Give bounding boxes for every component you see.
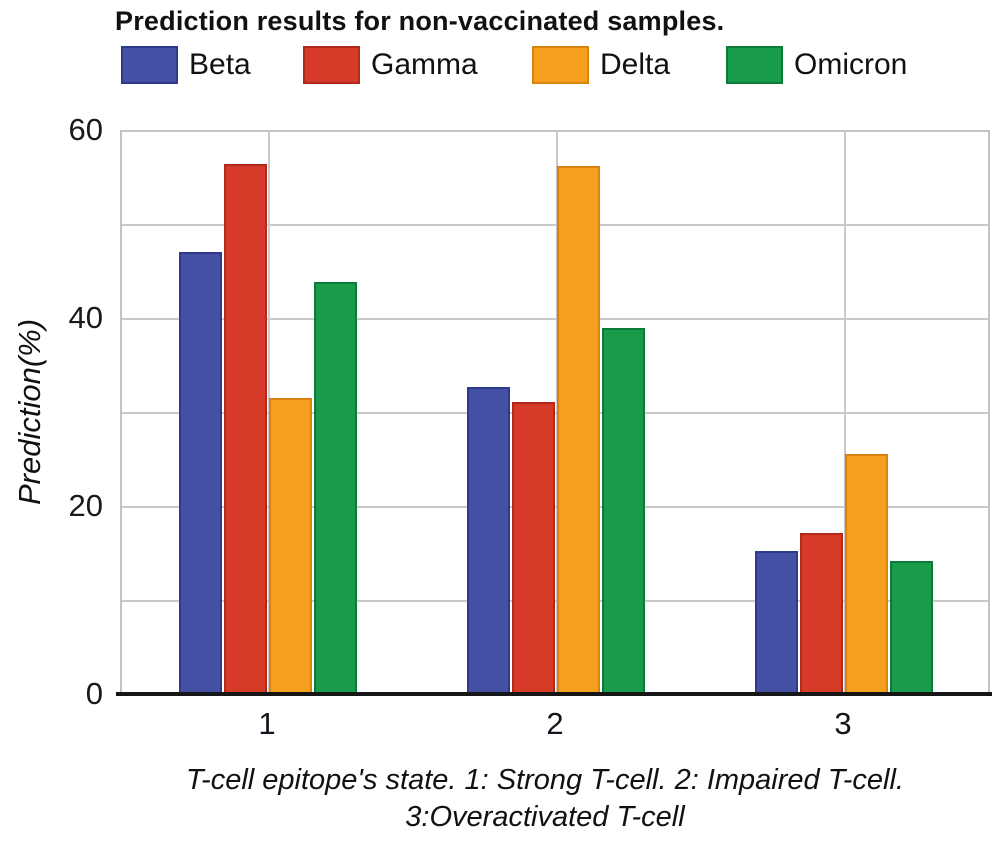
y-axis-title: Prediction(%): [12, 318, 47, 506]
x-tick-label: 1: [258, 706, 276, 741]
gridline: [122, 318, 988, 320]
legend-label: Omicron: [794, 48, 908, 81]
legend-item-beta: Beta: [121, 46, 251, 84]
legend-swatch-gamma: [303, 46, 360, 84]
bar-gamma-1: [224, 164, 267, 694]
bar-delta-2: [557, 166, 600, 694]
bar-omicron-3: [890, 561, 933, 694]
y-tick-label: 40: [68, 300, 103, 335]
bar-beta-1: [179, 252, 222, 694]
bar-beta-2: [467, 387, 510, 694]
bar-delta-1: [269, 398, 312, 694]
gridline: [122, 506, 988, 508]
legend-item-gamma: Gamma: [303, 46, 478, 84]
x-axis-caption: T-cell epitope's state. 1: Strong T-cell…: [95, 762, 995, 836]
gridline: [122, 412, 988, 414]
legend: Beta Gamma Delta Omicron: [0, 46, 995, 88]
x-axis-caption-line-2: 3:Overactivated T-cell: [405, 801, 685, 833]
plot-area: [120, 130, 990, 694]
gridline: [844, 132, 846, 694]
y-tick-label: 20: [68, 488, 103, 523]
legend-swatch-delta: [532, 46, 589, 84]
x-tick-label: 3: [834, 706, 852, 741]
x-tick-label: 2: [546, 706, 564, 741]
bar-gamma-2: [512, 402, 555, 694]
legend-swatch-omicron: [726, 46, 783, 84]
chart-title: Prediction results for non-vaccinated sa…: [115, 6, 725, 36]
bar-omicron-1: [314, 282, 357, 694]
bar-beta-3: [755, 551, 798, 694]
bar-omicron-2: [602, 328, 645, 694]
x-axis-line: [116, 692, 992, 696]
bar-group-1: [179, 164, 357, 694]
x-axis-caption-line-1: T-cell epitope's state. 1: Strong T-cell…: [186, 764, 904, 796]
legend-label: Beta: [189, 48, 251, 81]
y-tick-label: 0: [85, 676, 103, 711]
legend-label: Gamma: [371, 48, 478, 81]
bar-group-2: [467, 166, 645, 694]
legend-item-delta: Delta: [532, 46, 670, 84]
bar-gamma-3: [800, 533, 843, 694]
gridline: [122, 600, 988, 602]
y-tick-label: 60: [68, 112, 103, 147]
legend-swatch-beta: [121, 46, 178, 84]
bar-group-3: [755, 454, 933, 694]
legend-label: Delta: [600, 48, 671, 81]
bar-delta-3: [845, 454, 888, 694]
gridline: [122, 224, 988, 226]
legend-item-omicron: Omicron: [726, 46, 907, 84]
